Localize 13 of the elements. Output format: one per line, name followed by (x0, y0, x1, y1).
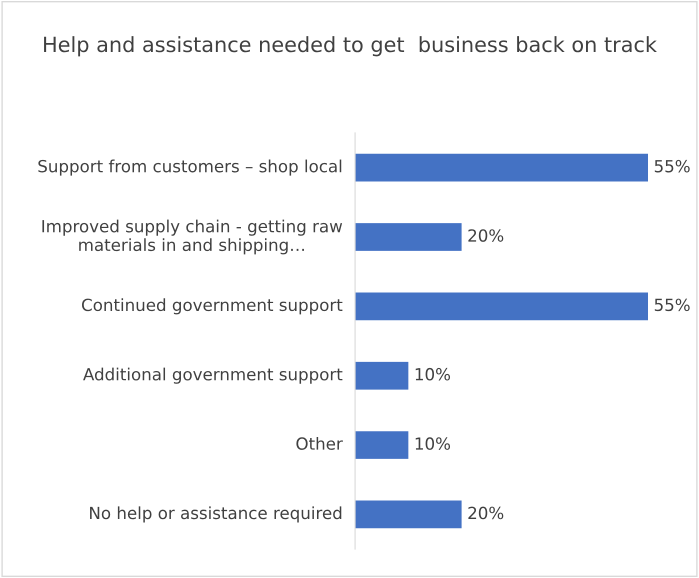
y-tick-label: Continued government support (82, 298, 342, 314)
y-tick-label: Other (296, 436, 343, 450)
y-tick-label: Improved supply chain - getting raw materials in and shipping… (42, 220, 342, 254)
data-label: 55% (654, 298, 690, 312)
data-label: 20% (468, 229, 504, 242)
data-label: 20% (468, 506, 504, 520)
data-label: 10% (416, 368, 450, 381)
chart-title: Help and assistance needed to get business back on track (44, 36, 657, 56)
y-tick-label: No help or assistance required (90, 506, 342, 522)
y-tick-label: Support from customers – shop local (38, 160, 342, 176)
data-label: 10% (416, 437, 450, 450)
data-label: 55% (654, 160, 690, 172)
y-tick-label: Additional government support (83, 368, 342, 384)
